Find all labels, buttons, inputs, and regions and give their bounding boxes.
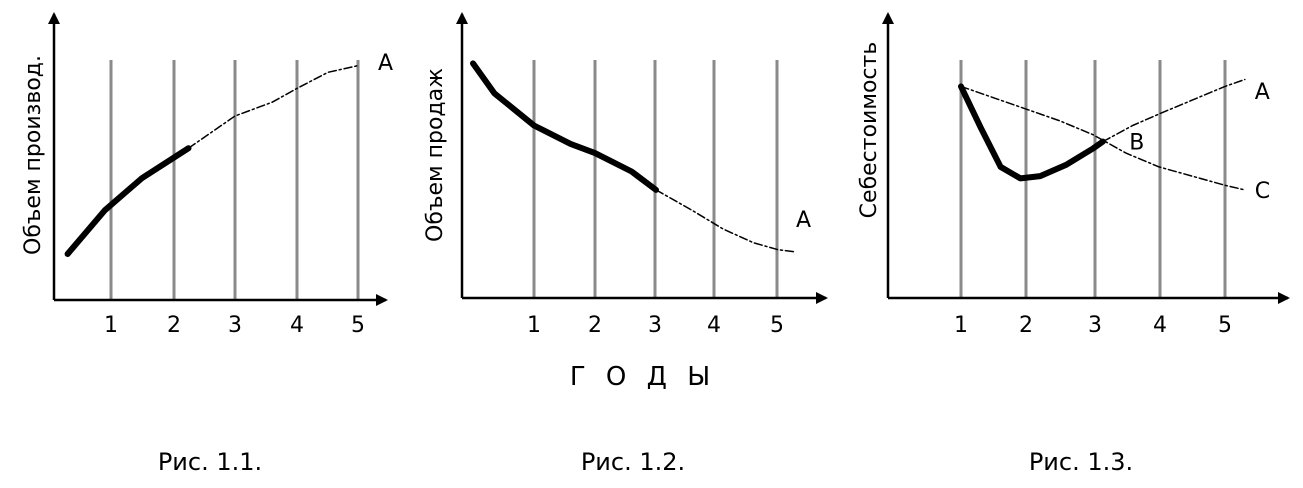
annotation-label: B: [1129, 131, 1144, 156]
chart-3: 1 2 3 4 5 Себестоимость A B C Рис. 1.3.: [857, 12, 1290, 476]
x-tick-label: 1: [954, 313, 968, 338]
x-tick-label: 3: [648, 313, 662, 338]
x-axis-title: Г О Д Ы: [570, 362, 716, 392]
x-tick-label: 4: [707, 313, 721, 338]
x-tick-label: 4: [1153, 313, 1167, 338]
series-line: [958, 83, 1106, 182]
x-tick-label: 5: [351, 313, 365, 338]
y-axis-label: Себестоимость: [857, 42, 882, 219]
x-tick-label: 1: [104, 313, 118, 338]
y-axis-label: Объем производ.: [21, 55, 46, 255]
figure-caption: Рис. 1.3.: [1029, 448, 1133, 476]
annotation-label: C: [1255, 179, 1270, 204]
chart-2: 1 2 3 4 5 Объем продаж A Рис. 1.2.: [423, 12, 828, 476]
x-tick-label: 2: [1019, 313, 1033, 338]
x-tick-label: 5: [1218, 313, 1232, 338]
series-label: A: [796, 208, 811, 233]
x-tick-label: 4: [290, 313, 304, 338]
series-line: [470, 60, 659, 193]
figure-caption: Рис. 1.1.: [158, 448, 262, 476]
series-line: [960, 85, 1246, 191]
series-line: [655, 189, 798, 253]
series-label: A: [378, 51, 393, 76]
series-line: [1102, 78, 1246, 143]
x-tick-label: 3: [1088, 313, 1102, 338]
x-tick-label: 1: [527, 313, 541, 338]
x-tick-label: 5: [770, 313, 784, 338]
y-axis-label: Объем продаж: [423, 68, 448, 242]
figure-caption: Рис. 1.2.: [581, 448, 685, 476]
chart-1: 1 2 3 4 5 Объем производ. A Рис. 1.1.: [21, 12, 393, 476]
x-tick-label: 2: [588, 313, 602, 338]
annotation-label: A: [1255, 80, 1270, 105]
series-line: [187, 64, 360, 149]
series-line: [64, 145, 192, 257]
x-tick-label: 3: [228, 313, 242, 338]
x-tick-label: 2: [167, 313, 181, 338]
